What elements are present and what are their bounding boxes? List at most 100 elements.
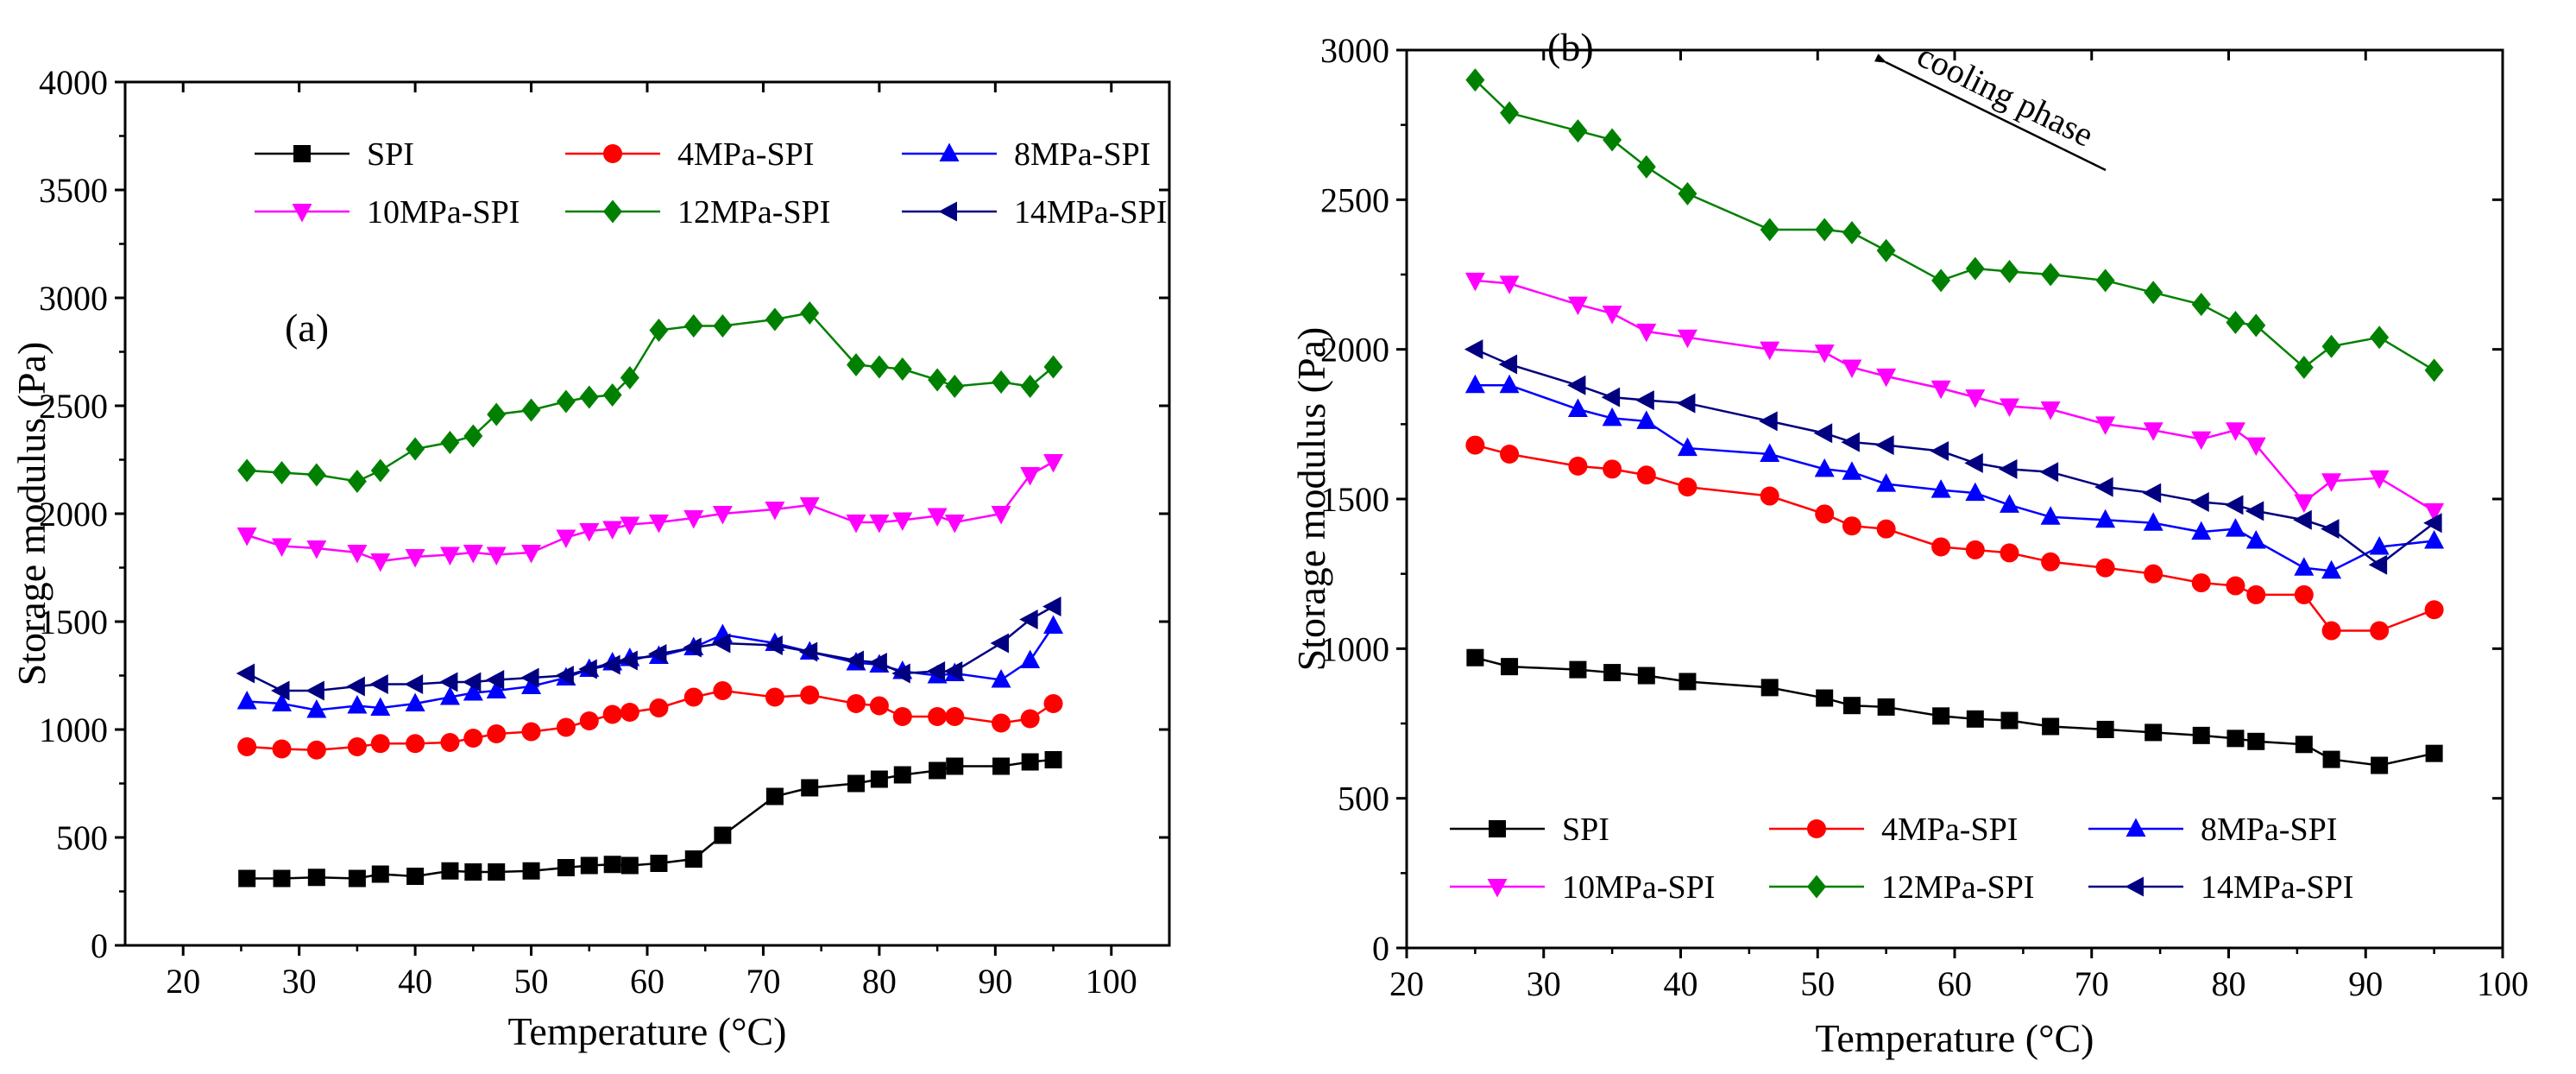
panel-b-point-10mpa-spi <box>1567 296 1588 316</box>
panel-a-point-8mpa-spi <box>991 669 1011 688</box>
panel-b-point-14mpa-spi <box>2293 509 2312 530</box>
panel-a-point-12mpa-spi <box>992 370 1011 394</box>
panel-b-legend-label: 10MPa-SPI <box>1562 869 1715 906</box>
panel-a-point-12mpa-spi <box>892 357 912 381</box>
panel-b-legend-item-12mpa-spi: 12MPa-SPI <box>1769 869 2034 906</box>
panel-a-point-14mpa-spi <box>485 670 505 690</box>
panel-a-point-spi <box>522 862 540 880</box>
panel-b-legend-item-spi: SPI <box>1450 812 1609 848</box>
panel-b-point-spi <box>1966 710 1984 728</box>
panel-a-point-spi <box>580 856 598 875</box>
panel-a-ytick-label-1000: 1000 <box>39 711 108 749</box>
panel-a-point-4mpa-spi <box>347 737 367 756</box>
panel-a-point-12mpa-spi <box>683 314 703 338</box>
panel-a-point-10mpa-spi <box>306 540 327 559</box>
panel-a-series-spi <box>238 751 1062 888</box>
panel-a-point-8mpa-spi <box>405 692 425 711</box>
panel-b-point-4mpa-spi <box>1815 504 1835 524</box>
panel-a-point-14mpa-spi <box>891 663 910 684</box>
panel-a-point-12mpa-spi <box>847 353 866 376</box>
panel-a-point-12mpa-spi <box>620 366 639 389</box>
panel-a-point-12mpa-spi <box>463 424 483 448</box>
panel-a-xtick-label-70: 70 <box>746 962 780 1001</box>
panel-a-point-14mpa-spi <box>438 672 458 692</box>
panel-b-series-line-14mpa-spi <box>1474 348 2435 566</box>
panel-a-point-12mpa-spi <box>272 461 292 484</box>
panel-a-point-14mpa-spi <box>520 667 539 688</box>
panel-b-point-12mpa-spi <box>2294 355 2314 379</box>
panel-b-legend-label: 4MPa-SPI <box>1881 812 2018 848</box>
panel-b-point-8mpa-spi <box>1814 458 1835 477</box>
panel-a-point-4mpa-spi <box>713 681 733 700</box>
panel-b-point-14mpa-spi <box>1999 458 2018 479</box>
panel-b-point-spi <box>2425 744 2443 762</box>
panel-b-legend-label: SPI <box>1562 812 1609 848</box>
panel-a-point-14mpa-spi <box>236 663 255 684</box>
panel-b-point-spi <box>2145 723 2163 742</box>
panel-a-x-axis-title: Temperature (°C) <box>508 1009 787 1053</box>
panel-a-point-10mpa-spi <box>370 553 391 572</box>
panel-b-ytick-label-1500: 1500 <box>1320 480 1389 519</box>
panel-b-point-10mpa-spi <box>1760 341 1780 361</box>
panel-b-point-4mpa-spi <box>2370 621 2390 641</box>
panel-a-point-spi <box>870 770 888 788</box>
panel-b-point-10mpa-spi <box>1464 272 1485 292</box>
panel-a-point-10mpa-spi <box>272 538 292 557</box>
panel-b-point-4mpa-spi <box>2321 621 2341 641</box>
panel-a-point-12mpa-spi <box>1020 375 1040 398</box>
panel-b-point-10mpa-spi <box>2000 398 2019 418</box>
panel-b-point-12mpa-spi <box>1636 155 1656 179</box>
panel-b-legend-item-14mpa-spi: 14MPa-SPI <box>2088 869 2353 906</box>
panel-b-point-8mpa-spi <box>2143 512 2163 531</box>
panel-a-point-10mpa-spi <box>463 545 483 564</box>
panel-b-point-14mpa-spi <box>1875 435 1894 456</box>
panel-a-point-8mpa-spi <box>236 691 257 710</box>
panel-a-point-4mpa-spi <box>847 694 866 713</box>
panel-a-point-14mpa-spi <box>647 644 667 664</box>
panel-b-xtick-label-90: 90 <box>2348 964 2383 1003</box>
panel-b-point-14mpa-spi <box>2368 554 2388 575</box>
panel-b-point-10mpa-spi <box>2321 473 2342 492</box>
panel-b-point-4mpa-spi <box>1603 459 1622 479</box>
panel-b-point-spi <box>1466 648 1484 667</box>
panel-b-legend-marker <box>1807 819 1826 838</box>
panel-b-point-spi <box>2295 736 2313 754</box>
panel-a-point-spi <box>992 757 1011 775</box>
panel-a-point-12mpa-spi <box>521 398 541 422</box>
panel-b-point-4mpa-spi <box>2144 564 2163 584</box>
panel-a-point-4mpa-spi <box>892 707 912 726</box>
panel-a-point-spi <box>620 856 639 875</box>
panel-a-point-12mpa-spi <box>347 470 367 493</box>
panel-b-xtick-label-60: 60 <box>1937 964 1972 1003</box>
panel-a-xtick-label-30: 30 <box>282 962 317 1001</box>
panel-a-point-14mpa-spi <box>943 661 963 681</box>
panel-b-annotation-text: cooling phase <box>1912 35 2100 155</box>
panel-a-xtick-label-100: 100 <box>1086 962 1137 1001</box>
panel-a-point-10mpa-spi <box>620 516 640 535</box>
panel-a-point-12mpa-spi <box>800 301 820 325</box>
panel-b-point-12mpa-spi <box>2144 281 2163 305</box>
panel-a-point-12mpa-spi <box>945 375 965 398</box>
panel-b-point-12mpa-spi <box>2041 262 2061 287</box>
panel-b-series-14mpa-spi <box>1464 339 2442 575</box>
panel-a-legend-marker <box>603 144 622 163</box>
panel-a-point-10mpa-spi <box>683 510 704 529</box>
panel-a-point-14mpa-spi <box>868 653 887 673</box>
panel-b-point-spi <box>2042 717 2060 736</box>
panel-b-point-4mpa-spi <box>2424 600 2444 620</box>
panel-a-point-10mpa-spi <box>405 549 425 568</box>
panel-b-point-12mpa-spi <box>1760 218 1779 242</box>
panel-a-point-10mpa-spi <box>765 502 785 521</box>
panel-a-point-4mpa-spi <box>579 711 599 730</box>
panel-a-point-10mpa-spi <box>846 515 866 534</box>
panel-b-point-4mpa-spi <box>1965 540 1985 559</box>
panel-a-point-10mpa-spi <box>236 528 257 546</box>
panel-b-point-spi <box>1637 667 1655 685</box>
panel-a-legend-item-4mpa-spi: 4MPa-SPI <box>565 136 814 173</box>
panel-b-point-spi <box>1569 660 1587 679</box>
panel-b-point-10mpa-spi <box>2294 494 2315 513</box>
panel-a-point-14mpa-spi <box>404 674 424 694</box>
panel-a-point-12mpa-spi <box>406 437 425 461</box>
panel-b-point-12mpa-spi <box>2000 260 2019 284</box>
